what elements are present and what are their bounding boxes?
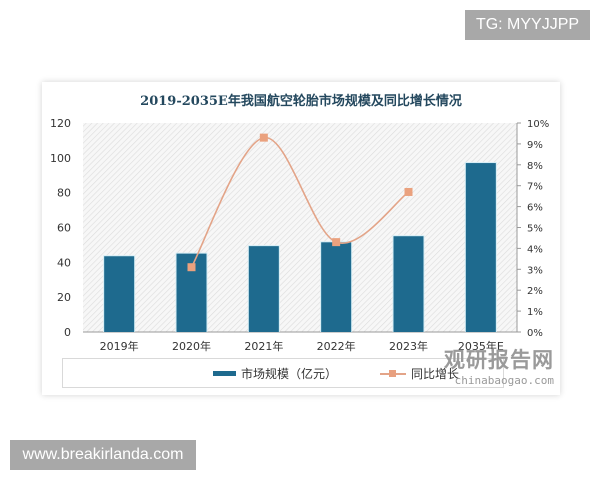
legend-line-swatch bbox=[380, 369, 406, 377]
legend-bar-swatch bbox=[213, 371, 236, 376]
x-axis-tick: 2020年 bbox=[172, 339, 211, 353]
left-axis-tick: 0 bbox=[64, 326, 71, 339]
bar-market-size bbox=[465, 163, 496, 332]
left-axis-tick: 20 bbox=[57, 291, 71, 304]
left-axis-tick: 120 bbox=[50, 117, 71, 130]
growth-marker bbox=[404, 187, 413, 196]
right-axis-tick: 7% bbox=[527, 182, 543, 193]
bar-market-size bbox=[248, 246, 279, 332]
right-axis-tick: 6% bbox=[527, 203, 543, 214]
legend-item-growth: 同比增长 bbox=[380, 365, 459, 382]
chart-card: 2019-2035E年我国航空轮胎市场规模及同比增长情况 0 20 40 60 80 10… bbox=[42, 82, 560, 395]
right-axis-tick: 4% bbox=[527, 244, 543, 255]
x-axis-tick: 2022年 bbox=[317, 339, 356, 353]
right-axis-tick: 0% bbox=[527, 328, 543, 339]
bar-market-size bbox=[321, 242, 352, 332]
x-axis-tick: 2019年 bbox=[100, 339, 139, 353]
x-axis-tick: 2035年E bbox=[458, 339, 504, 353]
right-axis-tick: 8% bbox=[527, 161, 543, 172]
x-axis-tick: 2021年 bbox=[244, 339, 283, 353]
chart-title: 2019-2035E年我国航空轮胎市场规模及同比增长情况 bbox=[140, 94, 462, 109]
growth-marker bbox=[187, 263, 196, 272]
left-axis-tick: 80 bbox=[57, 187, 71, 200]
right-axis-tick: 1% bbox=[527, 307, 543, 318]
legend-item-market-size: 市场规模（亿元） bbox=[213, 365, 337, 382]
left-axis-tick: 40 bbox=[57, 256, 71, 269]
watermark-tg: TG: MYYJJPP bbox=[465, 10, 590, 40]
growth-marker bbox=[332, 238, 341, 247]
bar-market-size bbox=[104, 256, 135, 332]
chart-plot: 0 20 40 60 80 100 120 0% 1% 2% 3% 4% 5% 6% 7% 8% 9% 10% 20… bbox=[50, 117, 549, 353]
right-axis-tick: 9% bbox=[527, 140, 543, 151]
watermark-site: www.breakirlanda.com bbox=[10, 440, 196, 470]
bar-market-size bbox=[393, 236, 424, 332]
chart-legend: 市场规模（亿元） 同比增长 bbox=[62, 358, 504, 388]
growth-line bbox=[190, 136, 409, 268]
growth-marker bbox=[259, 133, 268, 142]
right-axis-tick: 2% bbox=[527, 286, 543, 297]
left-axis-tick: 60 bbox=[57, 222, 71, 235]
plot-background bbox=[83, 123, 517, 332]
right-axis-tick: 3% bbox=[527, 265, 543, 276]
right-axis-tick: 10% bbox=[527, 119, 549, 130]
source-watermark: 观研报告网 chinabaogao.com bbox=[444, 348, 554, 387]
right-axis-tick: 5% bbox=[527, 224, 543, 235]
x-axis-tick: 2023年 bbox=[389, 339, 428, 353]
left-axis-tick: 100 bbox=[50, 152, 71, 165]
